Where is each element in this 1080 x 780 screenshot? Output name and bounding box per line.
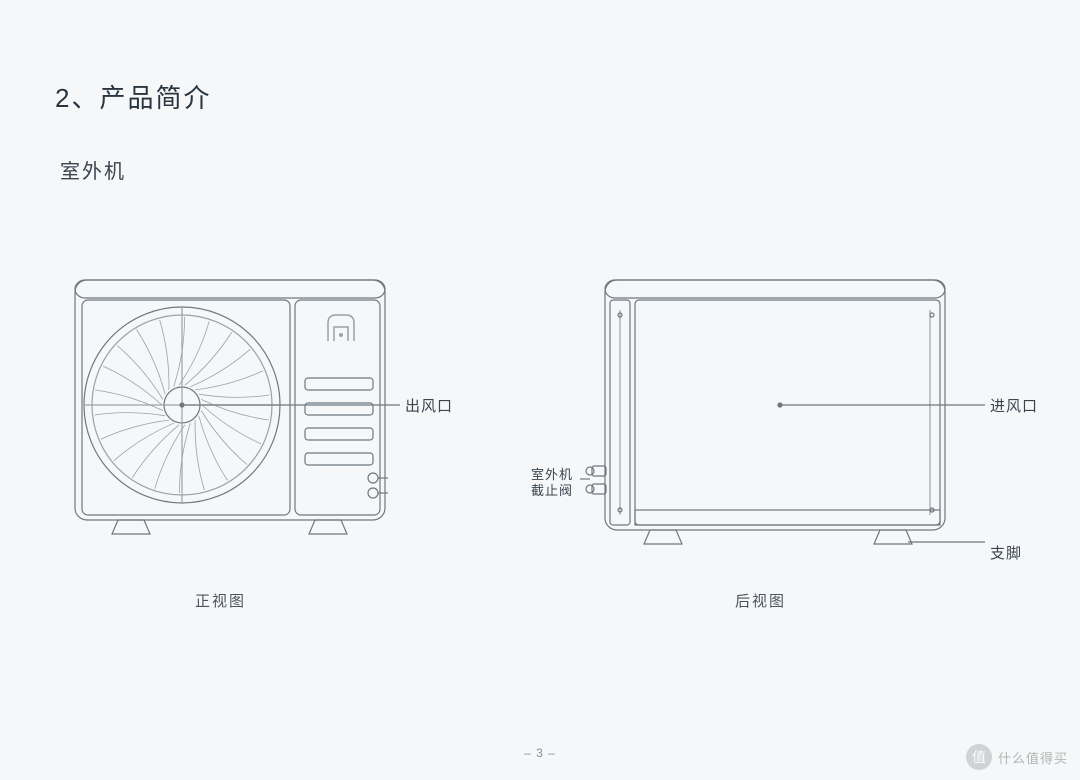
label-stop-valve: 室外机 截止阀 (515, 467, 573, 499)
front-view-diagram (70, 260, 410, 560)
label-air-outlet: 出风口 (405, 395, 453, 416)
diagram-row (0, 260, 1080, 600)
watermark-badge-icon: 值 (966, 744, 992, 770)
subtitle: 室外机 (60, 155, 126, 184)
watermark-text: 什么值得买 (998, 748, 1068, 767)
label-stop-valve-line1: 室外机 (531, 467, 573, 482)
section-title: 2、产品简介 (55, 78, 211, 115)
caption-rear: 后视图 (735, 590, 786, 611)
front-view-svg (70, 260, 410, 560)
section-title-text: 产品简介 (99, 83, 211, 113)
watermark: 值 什么值得买 (966, 744, 1068, 770)
caption-front: 正视图 (195, 590, 246, 611)
label-air-inlet: 进风口 (990, 395, 1038, 416)
rear-view-diagram (580, 260, 1000, 580)
label-foot: 支脚 (990, 542, 1022, 563)
rear-view-svg (580, 260, 1000, 580)
page-number: – 3 – (524, 746, 556, 760)
label-stop-valve-line2: 截止阀 (531, 483, 573, 498)
section-number: 2、 (55, 83, 99, 113)
manual-page: 2、产品简介 室外机 (0, 0, 1080, 780)
